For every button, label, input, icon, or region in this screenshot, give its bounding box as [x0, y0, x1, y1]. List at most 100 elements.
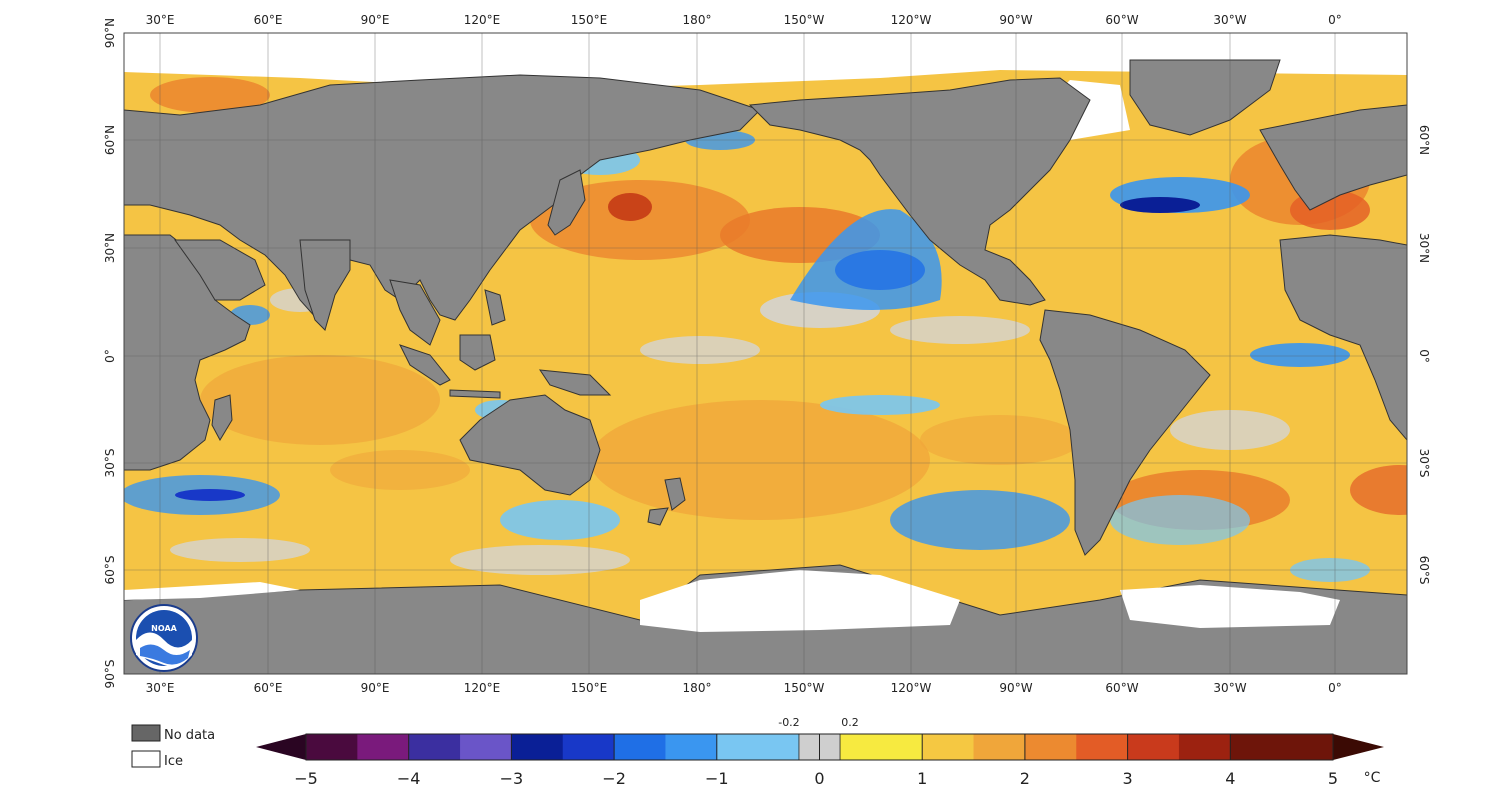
longitude-label: 90°E	[361, 681, 390, 695]
colorbar-unit: °C	[1364, 770, 1381, 786]
japan	[547, 169, 586, 236]
india	[299, 239, 351, 331]
latitude-label: 30°S	[103, 449, 117, 478]
latitude-label: 60°S	[103, 556, 117, 585]
latitude-label: 60°N	[1417, 125, 1431, 155]
colorbar-tick-label: 5	[1328, 769, 1338, 788]
java	[449, 389, 501, 399]
australia	[459, 394, 601, 496]
europe	[1259, 104, 1407, 211]
longitude-label: 0°	[1328, 681, 1342, 695]
longitude-label: 60°W	[1105, 681, 1138, 695]
colorbar-segment	[1178, 734, 1231, 760]
colorbar-segment	[408, 734, 461, 760]
longitude-labels-bottom: 30°E 60°E 90°E 120°E 150°E 180° 150°W 120°W 90°W…	[146, 681, 1342, 695]
cool-anomaly-regions	[124, 130, 1370, 582]
colorbar-tick-label: 0	[814, 769, 824, 788]
colorbar-segment	[511, 734, 564, 760]
new-zealand-south	[647, 507, 669, 526]
colorbar-segment	[1127, 734, 1180, 760]
colorbar-tick-label: −2	[602, 769, 626, 788]
latitude-label: 0°	[1417, 349, 1431, 363]
colorbar-minor-label: 0.2	[841, 716, 859, 729]
colorbar-segment	[357, 734, 410, 760]
latitude-label: 30°N	[1417, 233, 1431, 263]
latitude-label: 90°N	[103, 18, 117, 48]
colorbar-segment	[1024, 734, 1077, 760]
colorbar-segment	[614, 734, 666, 760]
longitude-label: 150°E	[571, 681, 608, 695]
longitude-label: 30°W	[1213, 13, 1246, 27]
colorbar-segment	[460, 734, 512, 760]
colorbar-min-arrow	[256, 734, 306, 760]
map-border	[123, 32, 1408, 675]
longitude-label: 60°E	[254, 13, 283, 27]
colorbar-tick-label: −1	[705, 769, 729, 788]
longitude-label: 180°	[683, 681, 712, 695]
longitude-label: 150°W	[784, 13, 825, 27]
colorbar-segment	[1230, 734, 1334, 760]
longitude-label: 120°W	[891, 13, 932, 27]
longitude-label: 30°E	[146, 681, 175, 695]
eurasia	[124, 74, 761, 321]
madagascar	[211, 394, 233, 442]
arctic-ice	[124, 33, 1407, 90]
north-america	[748, 77, 1091, 306]
philippines	[484, 289, 506, 326]
longitude-label: 90°W	[999, 13, 1032, 27]
colorbar-segment	[1076, 734, 1129, 760]
latitude-label: 90°S	[103, 660, 117, 689]
noaa-logo: NOAA	[130, 604, 198, 672]
ice-label: Ice	[164, 754, 183, 769]
longitude-label: 30°E	[146, 13, 175, 27]
arabia	[174, 239, 266, 301]
colorbar-tick-label: 4	[1225, 769, 1235, 788]
map-panel	[124, 33, 1407, 674]
longitude-label: 60°E	[254, 681, 283, 695]
longitude-label: 60°W	[1105, 13, 1138, 27]
no-data-swatch	[131, 724, 161, 742]
new-guinea	[538, 369, 612, 396]
noaa-logo-text: NOAA	[151, 624, 177, 633]
latitude-label: 30°S	[1417, 449, 1431, 478]
southeast-asia	[389, 279, 441, 346]
colorbar: −5 −4 −3 −2 −1 0 1 2 3 4 5 -0.2 0.2 °C	[256, 716, 1384, 788]
colorbar-segment	[840, 734, 923, 760]
colorbar-max-arrow	[1333, 734, 1384, 760]
west-africa	[1279, 234, 1407, 441]
colorbar-minor-label: -0.2	[778, 716, 799, 729]
longitude-label: 120°W	[891, 681, 932, 695]
no-data-label: No data	[164, 728, 215, 743]
graticule	[124, 33, 1407, 674]
sumatra	[399, 344, 451, 386]
longitude-label: 150°W	[784, 681, 825, 695]
colorbar-tick-label: −4	[397, 769, 421, 788]
longitude-label: 120°E	[464, 13, 501, 27]
south-america	[1039, 309, 1211, 556]
latitude-label: 60°S	[1417, 556, 1431, 585]
longitude-label: 120°E	[464, 681, 501, 695]
latitude-label: 0°	[103, 349, 117, 363]
colorbar-tick-label: 3	[1123, 769, 1133, 788]
colorbar-tick-label: 2	[1020, 769, 1030, 788]
longitude-label: 30°W	[1213, 681, 1246, 695]
greenland	[1129, 59, 1281, 136]
colorbar-tick-label: −5	[294, 769, 318, 788]
colorbar-segment	[922, 734, 975, 760]
longitude-label: 180°	[683, 13, 712, 27]
colorbar-tick-label: 1	[917, 769, 927, 788]
latitude-label: 60°N	[103, 125, 117, 155]
colorbar-segment	[716, 734, 800, 760]
colorbar-segment	[665, 734, 718, 760]
ice-swatch	[131, 750, 161, 768]
new-zealand	[664, 477, 686, 511]
longitude-label: 0°	[1328, 13, 1342, 27]
latitude-labels-right: 60°N 30°N 0° 30°S 60°S	[1417, 125, 1431, 585]
latitude-labels-left: 90°N 60°N 30°N 0° 30°S 60°S 90°S	[103, 18, 117, 689]
colorbar-segment	[562, 734, 615, 760]
longitude-labels-top: 30°E 60°E 90°E 120°E 150°E 180° 150°W 120°W 90°W…	[146, 13, 1342, 27]
longitude-label: 150°E	[571, 13, 608, 27]
longitude-label: 90°E	[361, 13, 390, 27]
colorbar-segment	[973, 734, 1026, 760]
colorbar-tick-label: −3	[500, 769, 524, 788]
